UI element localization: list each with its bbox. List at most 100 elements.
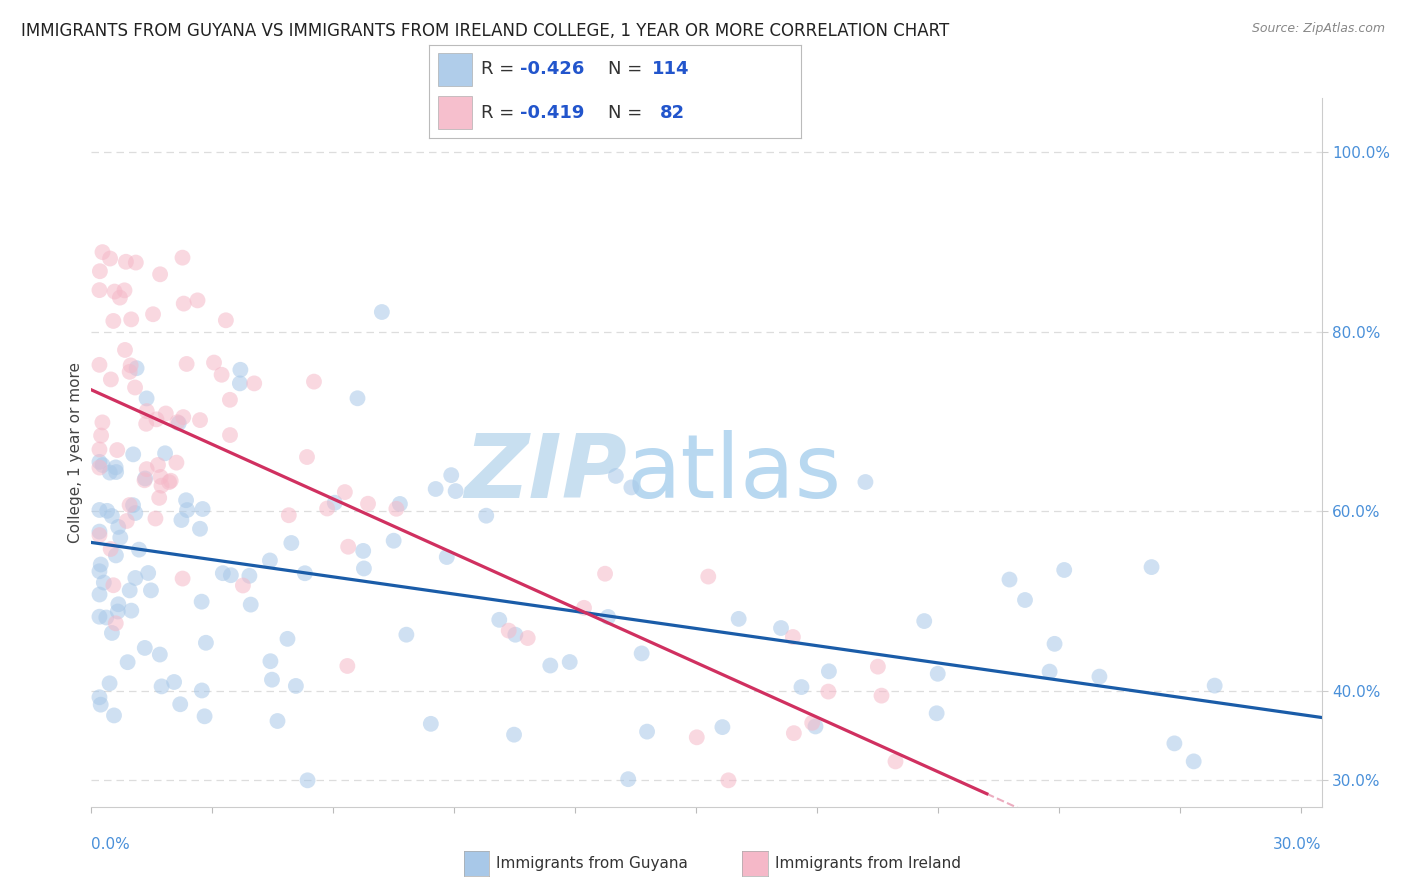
- Point: [266, 714, 288, 728]
- Point: [117, 655, 139, 669]
- Point: [115, 254, 138, 268]
- Point: [229, 363, 252, 377]
- Point: [89, 455, 111, 469]
- Point: [139, 583, 162, 598]
- Point: [170, 513, 193, 527]
- Point: [173, 296, 195, 310]
- Point: [284, 679, 307, 693]
- Point: [636, 724, 658, 739]
- Point: [1204, 679, 1226, 693]
- Point: [90, 428, 112, 442]
- Point: [142, 307, 165, 321]
- Point: [498, 624, 520, 638]
- Point: [165, 456, 187, 470]
- Point: [108, 291, 131, 305]
- Point: [186, 293, 208, 308]
- Point: [277, 508, 299, 523]
- Point: [711, 720, 734, 734]
- Point: [425, 482, 447, 496]
- Point: [163, 675, 186, 690]
- Point: [100, 372, 122, 386]
- Point: [174, 493, 197, 508]
- Point: [110, 531, 132, 545]
- Point: [243, 376, 266, 391]
- Point: [104, 460, 127, 475]
- Point: [120, 359, 142, 373]
- Point: [727, 612, 749, 626]
- Point: [103, 708, 125, 723]
- Text: IMMIGRANTS FROM GUYANA VS IMMIGRANTS FROM IRELAND COLLEGE, 1 YEAR OR MORE CORREL: IMMIGRANTS FROM GUYANA VS IMMIGRANTS FRO…: [21, 22, 949, 40]
- Point: [783, 726, 806, 740]
- Point: [1140, 560, 1163, 574]
- Text: -0.426: -0.426: [520, 61, 585, 78]
- Point: [395, 628, 418, 642]
- Point: [148, 491, 170, 505]
- Point: [232, 578, 254, 592]
- Point: [98, 466, 121, 480]
- Point: [104, 616, 127, 631]
- Point: [90, 558, 112, 572]
- Text: R =: R =: [481, 61, 520, 78]
- Point: [630, 647, 652, 661]
- Point: [191, 683, 214, 698]
- Point: [817, 684, 839, 698]
- Point: [295, 450, 318, 464]
- Point: [135, 392, 157, 406]
- Point: [238, 569, 260, 583]
- Point: [259, 654, 281, 668]
- Point: [382, 533, 405, 548]
- Point: [91, 458, 114, 472]
- Point: [89, 609, 111, 624]
- Point: [125, 361, 148, 376]
- Point: [103, 314, 125, 328]
- Point: [188, 413, 211, 427]
- Point: [193, 709, 215, 723]
- Point: [172, 410, 194, 425]
- Point: [89, 358, 111, 372]
- Point: [134, 471, 156, 485]
- Point: [912, 614, 935, 628]
- Point: [89, 564, 111, 578]
- Point: [135, 404, 157, 418]
- Point: [925, 706, 948, 721]
- Point: [1163, 736, 1185, 750]
- Point: [91, 416, 114, 430]
- Point: [176, 503, 198, 517]
- Point: [884, 755, 907, 769]
- Point: [118, 583, 141, 598]
- Point: [260, 673, 283, 687]
- Point: [149, 648, 172, 662]
- Point: [475, 508, 498, 523]
- Point: [136, 566, 159, 580]
- Point: [188, 522, 211, 536]
- Point: [155, 407, 177, 421]
- Point: [149, 470, 172, 484]
- Point: [620, 480, 643, 494]
- Point: [538, 658, 561, 673]
- Point: [104, 285, 127, 299]
- Point: [190, 595, 212, 609]
- Point: [91, 245, 114, 260]
- Point: [1088, 670, 1111, 684]
- Text: R =: R =: [481, 103, 520, 121]
- Point: [125, 255, 148, 269]
- Point: [159, 474, 181, 488]
- Point: [782, 630, 804, 644]
- Point: [194, 636, 217, 650]
- Point: [769, 621, 792, 635]
- Point: [115, 514, 138, 528]
- Point: [1182, 755, 1205, 769]
- Point: [89, 442, 111, 457]
- Point: [371, 305, 394, 319]
- Point: [385, 501, 408, 516]
- Point: [134, 640, 156, 655]
- Point: [114, 283, 136, 297]
- Point: [686, 731, 709, 745]
- Y-axis label: College, 1 year or more: College, 1 year or more: [67, 362, 83, 543]
- Point: [388, 497, 411, 511]
- Point: [1053, 563, 1076, 577]
- Text: 0.0%: 0.0%: [91, 837, 131, 852]
- Point: [294, 566, 316, 581]
- Point: [90, 698, 112, 712]
- Point: [297, 773, 319, 788]
